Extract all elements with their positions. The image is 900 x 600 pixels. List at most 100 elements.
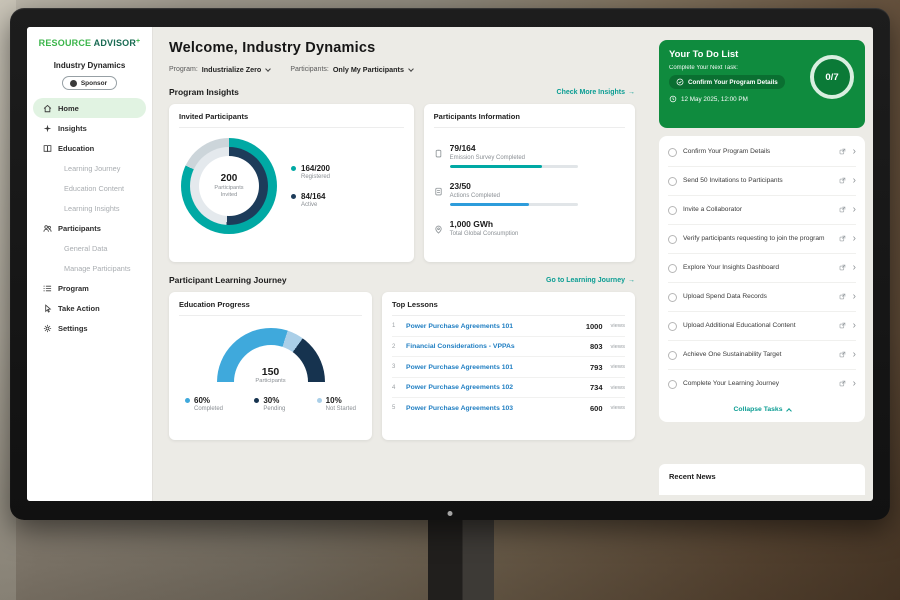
legend-item-active: 84/164 Active xyxy=(291,192,330,208)
sidebar-item-label: Insights xyxy=(58,123,87,133)
task-row-achieve-sustainability-target[interactable]: Achieve One Sustainability Target › xyxy=(668,341,856,370)
task-row-confirm-program[interactable]: Confirm Your Program Details › xyxy=(668,138,856,167)
participants-information-card: Participants Information 79/164 Emission… xyxy=(423,104,635,262)
task-checkbox[interactable] xyxy=(668,234,677,244)
lesson-link[interactable]: Power Purchase Agreements 101 xyxy=(406,322,514,330)
legend-item-registered: 164/200 Registered xyxy=(291,164,330,180)
sponsor-badge[interactable]: Sponsor xyxy=(61,76,118,90)
sidebar-item-learning-insights[interactable]: Learning Insights xyxy=(33,198,146,218)
arrow-right-icon: → xyxy=(628,276,635,284)
survey-progress-track xyxy=(449,164,578,169)
chevron-right-icon[interactable]: › xyxy=(852,204,856,215)
program-dropdown[interactable]: Program: Industrialize Zero xyxy=(169,65,272,74)
info-progress-fill-0 xyxy=(449,164,542,169)
external-link-icon xyxy=(839,148,847,156)
info-row-actions: 23/50 Actions Completed xyxy=(434,181,625,207)
sidebar-item-insights[interactable]: Insights xyxy=(33,118,146,138)
chevron-right-icon[interactable]: › xyxy=(852,146,856,157)
legend-item-completed: 60% Completed xyxy=(185,396,223,412)
task-row-explore-insights[interactable]: Explore Your Insights Dashboard › xyxy=(668,254,856,283)
education-gauge-center: 150 Participants xyxy=(255,366,286,384)
external-link-icon xyxy=(839,322,847,330)
sponsor-badge-label: Sponsor xyxy=(80,79,108,87)
todo-tasks-card: Confirm Your Program Details › Send 50 I… xyxy=(659,136,865,422)
clipboard-icon xyxy=(434,145,443,158)
program-insights-header: Program Insights Check More Insights → xyxy=(169,87,635,97)
legend-dot-pending xyxy=(254,398,260,403)
program-label: Program: xyxy=(169,66,198,73)
sidebar: RESOURCE ADVISOR+ Industry Dynamics Spon… xyxy=(27,27,153,501)
sidebar-item-program[interactable]: Program xyxy=(33,278,146,298)
location-pin-icon xyxy=(434,221,443,235)
task-row-complete-learning-journey[interactable]: Complete Your Learning Journey › xyxy=(668,370,856,398)
task-checkbox[interactable] xyxy=(668,321,677,331)
participants-dropdown[interactable]: Participants: Only My Participants xyxy=(290,65,414,74)
chevron-right-icon[interactable]: › xyxy=(852,175,856,186)
sidebar-item-education-content[interactable]: Education Content xyxy=(33,178,146,198)
chevron-right-icon[interactable]: › xyxy=(852,320,856,331)
external-link-icon xyxy=(839,293,847,301)
legend-item-pending: 30% Pending xyxy=(254,396,285,412)
todo-title: Your To Do List xyxy=(669,49,739,60)
task-checkbox[interactable] xyxy=(668,263,677,273)
next-task-due: 12 May 2025, 12:00 PM xyxy=(669,95,855,103)
sidebar-item-home[interactable]: Home xyxy=(33,98,146,118)
go-to-learning-journey-link[interactable]: Go to Learning Journey → xyxy=(546,276,635,284)
check-more-insights-link[interactable]: Check More Insights → xyxy=(556,88,635,96)
sidebar-item-label: Participants xyxy=(58,223,101,233)
sidebar-item-education[interactable]: Education xyxy=(33,138,146,158)
cursor-action-icon xyxy=(43,303,52,313)
home-icon xyxy=(43,104,52,113)
participants-info-rows: 79/164 Emission Survey Completed 23/50 A… xyxy=(434,128,625,254)
task-checkbox[interactable] xyxy=(668,350,677,360)
lesson-row: 5 Power Purchase Agreements 103 600 view… xyxy=(392,403,625,413)
lesson-link[interactable]: Power Purchase Agreements 103 xyxy=(406,404,514,412)
invited-legend: 164/200 Registered 84/164 Active xyxy=(291,164,330,208)
collapse-tasks-link[interactable]: Collapse Tasks xyxy=(668,398,856,418)
external-link-icon xyxy=(839,235,847,243)
external-link-icon xyxy=(839,206,847,214)
dashboard-screen: RESOURCE ADVISOR+ Industry Dynamics Spon… xyxy=(27,27,873,501)
monitor-stand xyxy=(428,516,494,600)
card-title: Participants Information xyxy=(433,112,625,128)
info-progress-fill-1 xyxy=(449,202,529,207)
chevron-right-icon[interactable]: › xyxy=(852,291,856,302)
task-checkbox[interactable] xyxy=(668,176,677,186)
sidebar-item-label: Learning Journey xyxy=(64,163,121,173)
next-task-pill[interactable]: Confirm Your Program Details xyxy=(669,75,785,89)
section-title-learning-journey: Participant Learning Journey xyxy=(169,275,287,285)
chevron-right-icon[interactable]: › xyxy=(852,378,856,389)
task-checkbox[interactable] xyxy=(668,379,677,389)
lesson-link[interactable]: Power Purchase Agreements 101 xyxy=(406,363,514,371)
task-row-upload-educational-content[interactable]: Upload Additional Educational Content › xyxy=(668,312,856,341)
insights-icon xyxy=(43,124,52,133)
external-link-icon xyxy=(839,380,847,388)
sidebar-item-label: Manage Participants xyxy=(64,263,131,273)
sidebar-item-learning-journey[interactable]: Learning Journey xyxy=(33,158,146,178)
monitor-bezel: RESOURCE ADVISOR+ Industry Dynamics Spon… xyxy=(10,8,890,520)
chevron-right-icon[interactable]: › xyxy=(852,233,856,244)
lesson-link[interactable]: Power Purchase Agreements 102 xyxy=(406,384,514,391)
lesson-row: 4 Power Purchase Agreements 102 734 view… xyxy=(392,378,625,398)
lesson-link[interactable]: Financial Considerations - VPPAs xyxy=(406,343,515,350)
sidebar-item-manage-participants[interactable]: Manage Participants xyxy=(33,258,146,278)
sidebar-item-general-data[interactable]: General Data xyxy=(33,238,146,258)
legend-dot-not-started xyxy=(316,398,322,403)
task-checkbox[interactable] xyxy=(668,205,677,215)
sidebar-item-participants[interactable]: Participants xyxy=(33,218,146,238)
task-row-verify-participants[interactable]: Verify participants requesting to join t… xyxy=(668,225,856,254)
sidebar-item-settings[interactable]: Settings xyxy=(33,318,146,338)
task-row-upload-spend-data[interactable]: Upload Spend Data Records › xyxy=(668,283,856,312)
logo-word-resource: RESOURCE xyxy=(38,38,92,48)
chevron-right-icon[interactable]: › xyxy=(852,262,856,273)
external-link-icon xyxy=(839,351,847,359)
task-row-invite-collaborator[interactable]: Invite a Collaborator › xyxy=(668,196,856,225)
chevron-right-icon[interactable]: › xyxy=(852,349,856,360)
gear-icon xyxy=(43,324,52,333)
external-link-icon xyxy=(839,177,847,185)
sidebar-item-label: Home xyxy=(58,103,79,113)
task-checkbox[interactable] xyxy=(668,292,677,302)
task-checkbox[interactable] xyxy=(668,147,677,157)
task-row-send-invitations[interactable]: Send 50 Invitations to Participants › xyxy=(668,167,856,196)
sidebar-item-take-action[interactable]: Take Action xyxy=(33,298,146,318)
